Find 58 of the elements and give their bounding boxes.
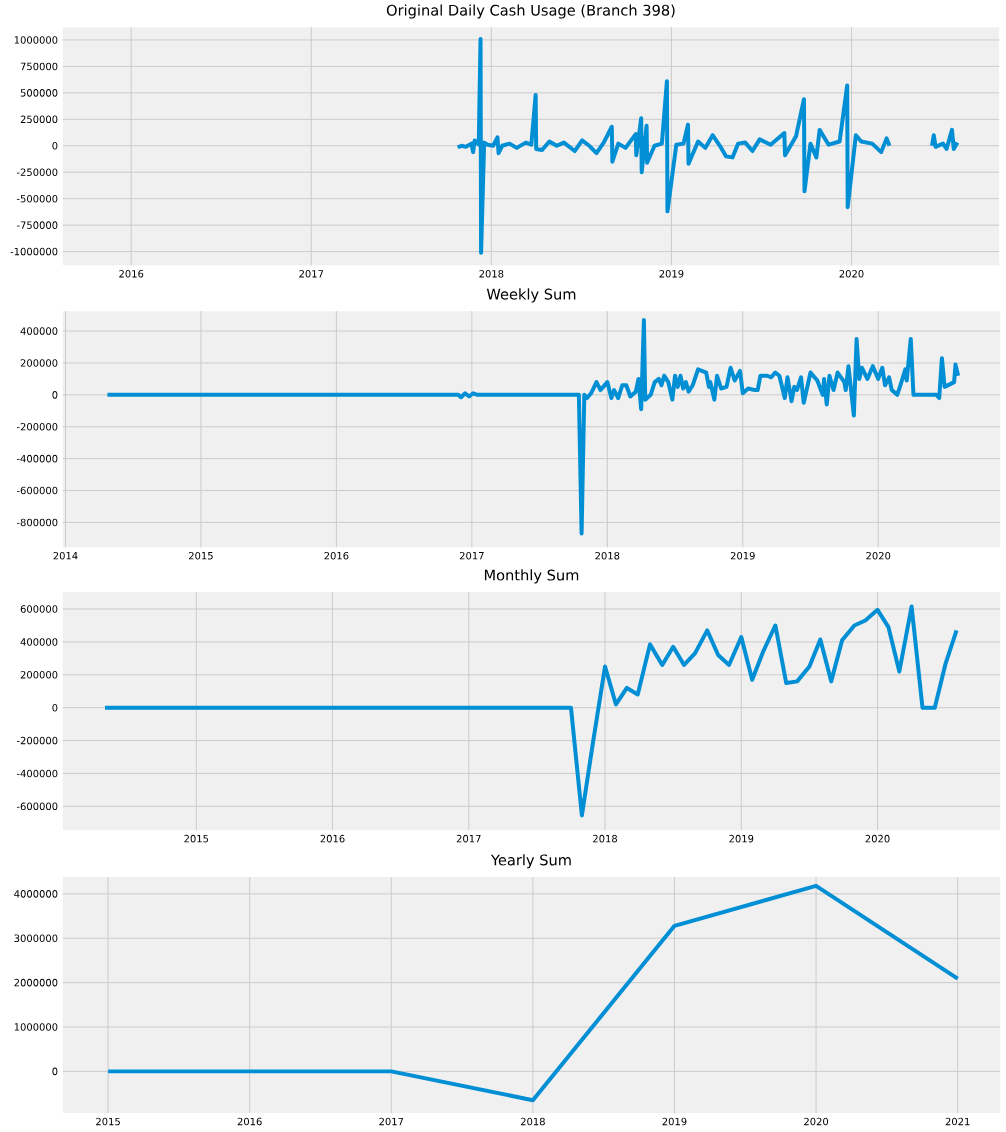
y-tick-label: 250000 [20, 115, 58, 124]
x-tick-label: 2020 [839, 270, 864, 278]
y-tick-label: -400000 [16, 454, 58, 463]
chart-title: Weekly Sum [486, 288, 576, 303]
y-tick-label: 0 [52, 1067, 58, 1076]
x-tick-label: 2014 [53, 551, 78, 560]
y-tick-label: 2000000 [14, 978, 58, 987]
y-tick-label: 400000 [20, 327, 58, 335]
y-tick-label: -600000 [16, 486, 58, 495]
x-tick-label: 2016 [320, 834, 345, 843]
y-tick-label: -250000 [16, 168, 58, 176]
y-tick-label: -1000000 [10, 247, 58, 256]
x-tick-label: 2015 [96, 1117, 120, 1126]
x-tick-label: 2015 [188, 551, 213, 560]
y-tick-label: -200000 [16, 736, 58, 745]
x-tick-label: 2017 [299, 270, 324, 278]
x-tick-label: 2020 [804, 1117, 829, 1126]
x-tick-label: 2016 [237, 1117, 262, 1126]
x-tick-label: 2018 [595, 551, 620, 560]
y-tick-label: 600000 [20, 605, 58, 613]
y-tick-label: 0 [52, 142, 58, 150]
x-tick-label: 2019 [659, 270, 684, 278]
x-tick-label: 2020 [865, 834, 890, 843]
y-tick-label: -750000 [16, 221, 58, 229]
x-tick-label: 2018 [520, 1117, 545, 1126]
chart-title: Monthly Sum [484, 569, 579, 584]
x-tick-label: 2018 [479, 270, 504, 278]
y-tick-label: 0 [52, 703, 58, 712]
y-tick-label: -600000 [16, 802, 58, 811]
y-tick-label: 3000000 [14, 934, 58, 943]
x-tick-label: 2016 [119, 270, 144, 278]
x-tick-label: 2018 [593, 834, 617, 843]
x-tick-label: 2017 [456, 834, 481, 843]
x-tick-label: 2019 [730, 551, 755, 560]
x-tick-label: 2019 [729, 834, 754, 843]
y-tick-label: 1000000 [14, 36, 58, 44]
y-tick-label: -500000 [16, 194, 58, 203]
y-tick-label: 500000 [20, 89, 58, 97]
y-tick-label: 400000 [20, 638, 58, 646]
chart-title: Yearly Sum [490, 854, 571, 869]
y-tick-label: 1000000 [14, 1023, 58, 1031]
y-tick-label: 200000 [20, 359, 58, 367]
x-tick-label: 2016 [324, 551, 349, 560]
y-tick-label: 0 [52, 391, 58, 399]
y-tick-label: 750000 [20, 62, 58, 71]
line-series [102, 604, 959, 818]
x-tick-label: 2017 [379, 1117, 404, 1126]
x-tick-label: 2021 [945, 1117, 970, 1126]
x-tick-label: 2019 [662, 1117, 687, 1126]
y-tick-label: -200000 [16, 422, 58, 431]
y-tick-label: 4000000 [14, 890, 58, 898]
y-tick-label: -800000 [16, 518, 58, 527]
y-tick-label: -400000 [16, 769, 58, 778]
x-tick-label: 2017 [459, 551, 484, 560]
x-tick-label: 2015 [184, 834, 209, 843]
chart-title: Original Daily Cash Usage (Branch 398) [386, 4, 675, 19]
x-tick-label: 2020 [866, 551, 891, 560]
y-tick-label: 200000 [20, 671, 58, 679]
